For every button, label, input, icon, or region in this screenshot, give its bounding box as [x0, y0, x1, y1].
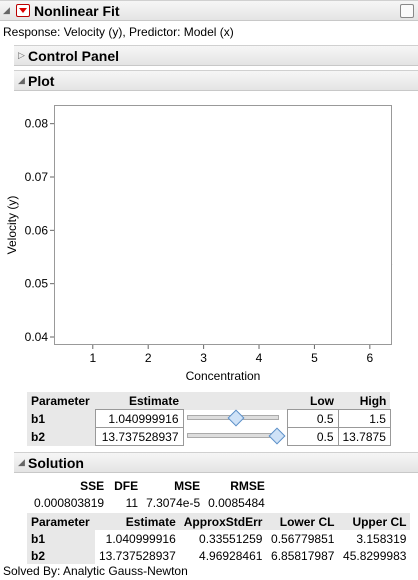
disclosure-open-icon[interactable]: ◢ — [18, 457, 25, 467]
x-tick-label: 6 — [366, 351, 373, 365]
sol-lower-cl-b2: 6.85817987 — [271, 548, 335, 563]
y-tick-label: 0.07 — [25, 170, 49, 184]
sol-header-upper-cl: Upper CL — [338, 513, 411, 530]
high-input-b1[interactable]: 1.5 — [337, 409, 391, 428]
stat-value-dfe: 11 — [125, 495, 139, 510]
sol-param-b2: b2 — [27, 547, 95, 564]
param-name-b2: b2 — [27, 427, 95, 446]
plot-frame — [54, 105, 392, 345]
stat-value-sse: 0.000803819 — [34, 495, 105, 510]
sol-stderr-b2: 4.96928461 — [199, 548, 263, 563]
high-input-b2[interactable]: 13.7875 — [337, 427, 391, 446]
y-axis-label: Velocity (y) — [5, 196, 19, 255]
stat-value-mse: 7.3074e-5 — [146, 495, 201, 510]
stat-header-dfe: DFE — [108, 477, 143, 494]
param-header-low: Low — [287, 392, 338, 410]
disclosure-open-icon[interactable]: ◢ — [3, 5, 10, 15]
solution-stats-table: SSE DFE MSE RMSE 0.000803819 11 7.3074e-… — [30, 477, 269, 511]
collapse-report-icon[interactable] — [400, 4, 414, 18]
y-tick-label: 0.06 — [25, 223, 49, 237]
sol-upper-cl-b2: 45.8299983 — [343, 548, 407, 563]
sol-header-stderr: ApproxStdErr — [179, 513, 267, 530]
slider-track-b2[interactable] — [187, 433, 279, 438]
estimate-input-b2[interactable]: 13.737528937 — [94, 427, 184, 446]
solved-by-label: Solved By: Analytic Gauss-Newton — [3, 564, 188, 578]
param-header-slider — [183, 392, 287, 410]
sol-estimate-b2: 13.737528937 — [99, 548, 176, 563]
param-header-estimate: Estimate — [95, 392, 183, 410]
control-panel-title: Control Panel — [28, 48, 120, 64]
y-tick-label: 0.08 — [25, 117, 49, 131]
param-header-high: High — [338, 392, 391, 410]
y-tick-label: 0.04 — [25, 330, 49, 344]
disclosure-closed-icon[interactable]: ▷ — [18, 50, 25, 60]
sol-header-estimate: Estimate — [95, 513, 180, 530]
param-name-b1: b1 — [27, 409, 95, 428]
sol-param-b1: b1 — [27, 530, 95, 547]
x-tick-label: 3 — [200, 351, 207, 365]
x-tick-label: 1 — [89, 351, 96, 365]
plot-title: Plot — [28, 73, 55, 89]
disclosure-open-icon[interactable]: ◢ — [18, 75, 25, 85]
response-label: Response: Velocity (y), Predictor: Model… — [3, 25, 234, 39]
stat-header-sse: SSE — [30, 477, 109, 494]
estimate-input-b1[interactable]: 1.040999916 — [94, 409, 184, 428]
red-triangle-menu-icon[interactable] — [16, 4, 30, 17]
low-input-b1[interactable]: 0.5 — [286, 409, 339, 428]
param-header-parameter: Parameter — [27, 392, 95, 410]
sol-header-parameter: Parameter — [27, 513, 95, 530]
stat-value-rmse: 0.0085484 — [208, 495, 265, 510]
report-header: ◢ Nonlinear Fit — [0, 0, 418, 21]
stat-header-mse: MSE — [142, 477, 205, 494]
plot-header[interactable]: ◢ Plot — [14, 70, 418, 91]
x-tick-label: 5 — [311, 351, 318, 365]
sol-lower-cl-b1: 0.56779851 — [271, 531, 335, 546]
sol-estimate-b1: 1.040999916 — [105, 531, 176, 546]
parameter-table: Parameter Estimate Low High b1 1.0409999… — [27, 392, 391, 446]
solution-header[interactable]: ◢ Solution — [14, 452, 418, 473]
report-title: Nonlinear Fit — [34, 3, 120, 19]
x-tick-label: 4 — [256, 351, 263, 365]
x-axis-label: Concentration — [186, 369, 261, 383]
x-tick-label: 2 — [145, 351, 152, 365]
stat-header-rmse: RMSE — [204, 477, 269, 494]
solution-table: Parameter Estimate ApproxStdErr Lower CL… — [27, 513, 411, 564]
low-input-b2[interactable]: 0.5 — [286, 427, 339, 446]
y-tick-label: 0.05 — [25, 277, 49, 291]
control-panel-header[interactable]: ▷ Control Panel — [14, 45, 418, 66]
sol-stderr-b1: 0.33551259 — [199, 531, 263, 546]
sol-upper-cl-b1: 3.158319 — [356, 531, 407, 546]
solution-title: Solution — [28, 455, 84, 471]
sol-header-lower-cl: Lower CL — [266, 513, 339, 530]
